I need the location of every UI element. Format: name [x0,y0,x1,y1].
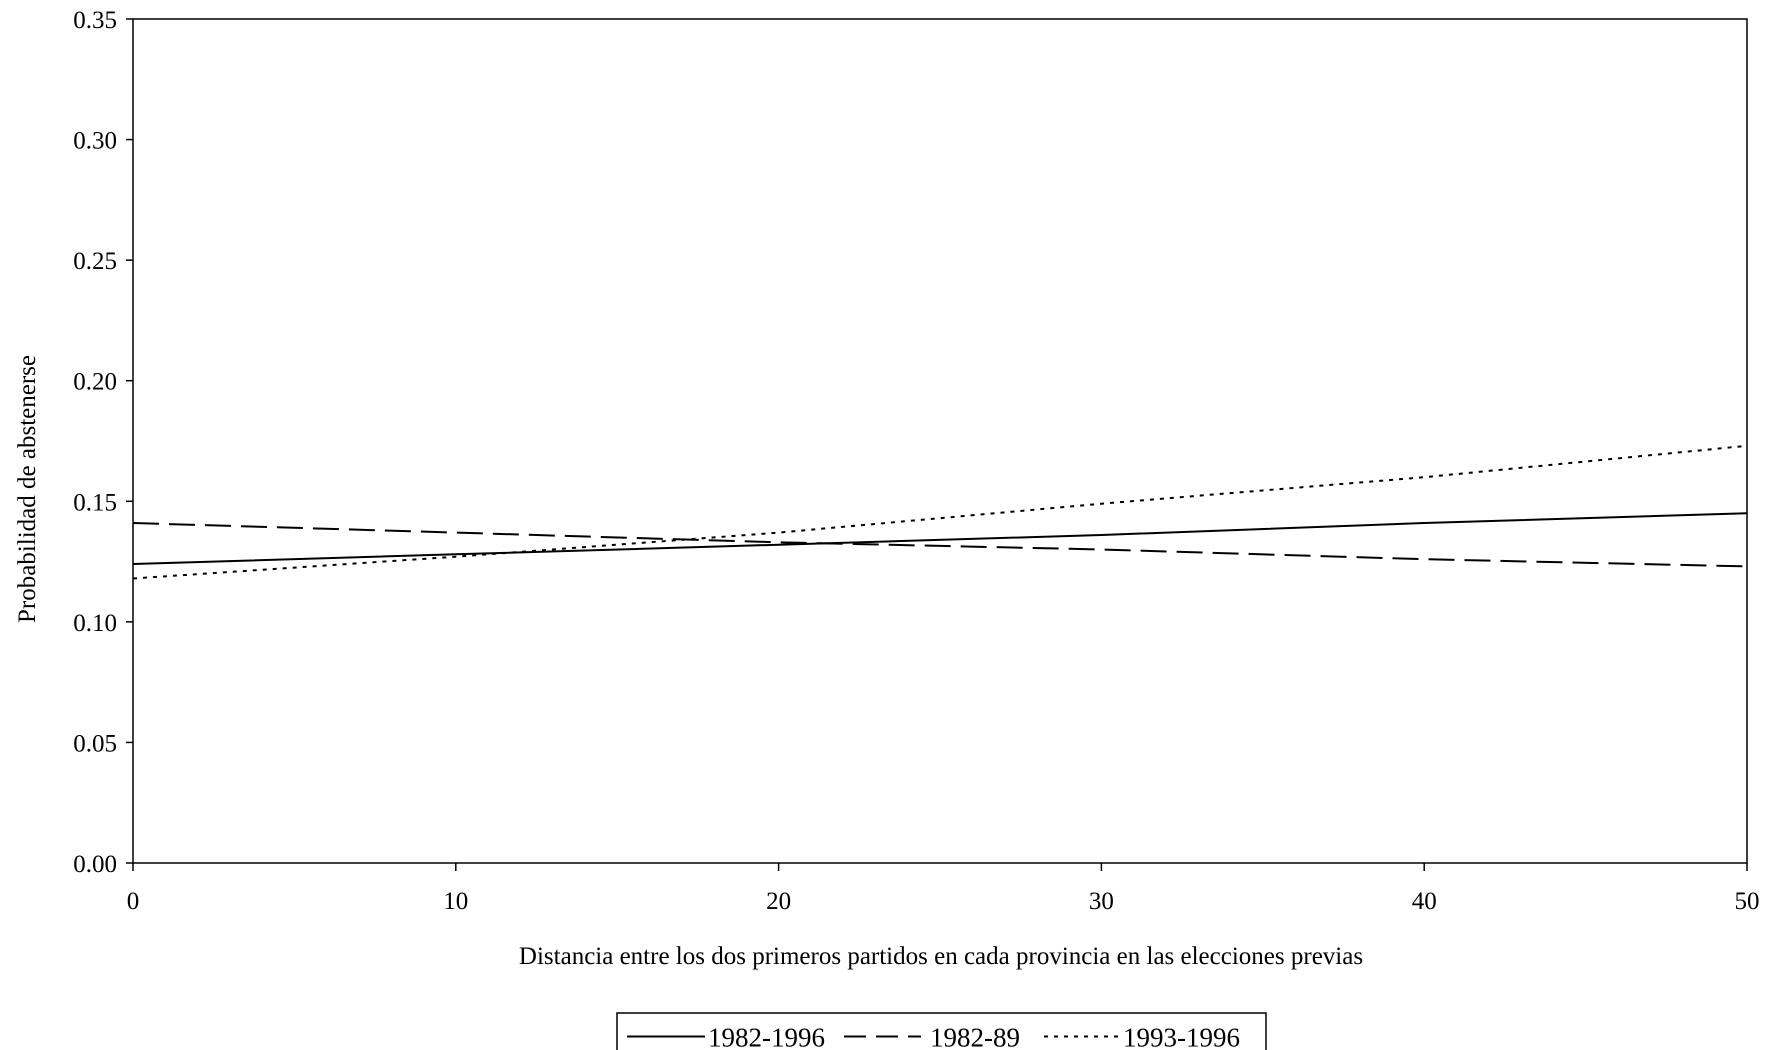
series-group [132,444,1748,580]
y-tick-label: 0.20 [73,369,117,396]
x-tick-label: 30 [1089,888,1114,915]
series-line-1993-1996 [132,444,1748,580]
legend-box [616,1012,1267,1050]
tick-labels: 0.00 0.05 0.10 0.15 0.20 0.25 0.30 0.35 0 10 20 30 4… [73,7,1759,915]
x-tick-label: 40 [1412,888,1437,915]
y-tick-label: 0.15 [73,489,117,516]
x-tick-label: 50 [1735,888,1760,915]
x-tick-label: 20 [766,888,791,915]
y-tick-label: 0.05 [73,730,117,757]
y-tick-label: 0.10 [73,610,117,637]
legend-label-1993-1996: 1993-1996 [1123,1023,1240,1050]
legend-label-1982-1996: 1982-1996 [708,1023,825,1050]
plot-frame [132,18,1748,864]
series-line-1982-1996 [132,512,1748,565]
x-tick-label: 0 [127,888,140,915]
y-tick-label: 0.35 [73,7,117,34]
y-axis-title: Probabilidad de abstenerse [14,355,41,623]
legend-label-1982-89: 1982-89 [930,1023,1020,1050]
y-tick-label: 0.00 [73,851,117,878]
y-tick-label: 0.25 [73,248,117,275]
legend: 1982-1996 1982-89 1993-1996 [616,1012,1267,1050]
x-axis-title: Distancia entre los dos primeros partido… [519,943,1363,970]
series-line-1982-89 [132,522,1748,568]
y-tick-label: 0.30 [73,128,117,155]
x-tick-label: 10 [443,888,468,915]
plot-axes [132,18,1748,864]
